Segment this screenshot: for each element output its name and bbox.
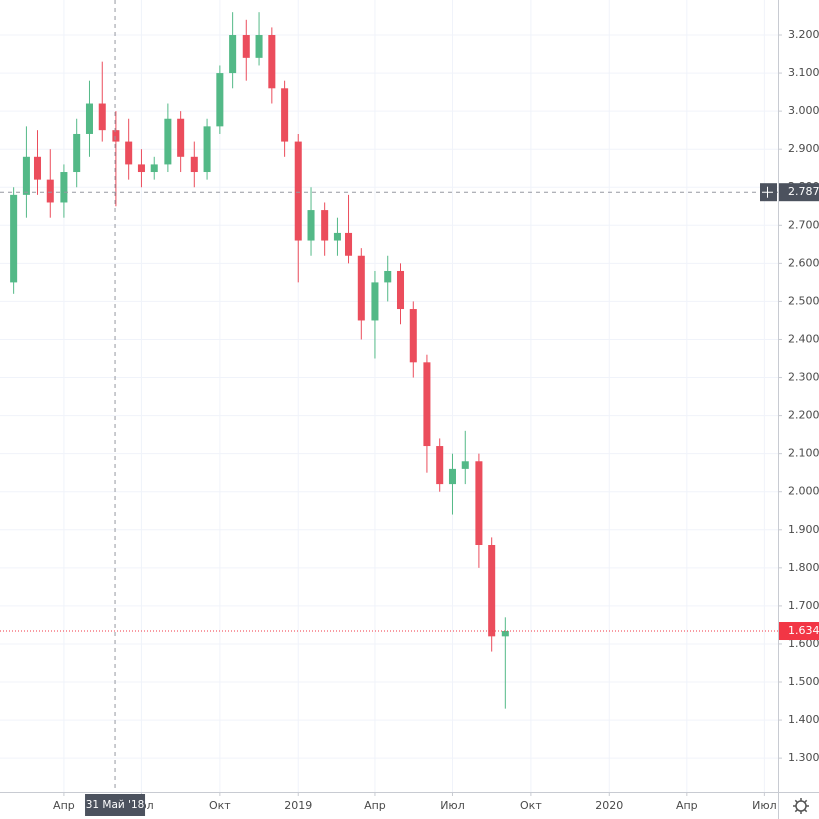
x-tick-label: Июл: [752, 799, 777, 812]
candle-body: [475, 461, 483, 545]
x-tick-label: Июл: [440, 799, 465, 812]
y-tick-label: 2.600: [788, 256, 819, 269]
y-tick-label: 2.000: [788, 485, 819, 498]
last-price-label: 1.634: [788, 624, 819, 637]
candle-body: [423, 362, 431, 447]
candle-body: [190, 156, 198, 173]
crosshair-plus: [762, 186, 773, 198]
candle-body: [396, 270, 405, 310]
candle-body: [384, 270, 392, 283]
y-tick-label: 1.700: [788, 599, 819, 612]
crosshair-date-box: [85, 794, 146, 816]
settings-icon[interactable]: [793, 798, 809, 814]
candle-body: [409, 309, 417, 363]
y-tick-label: 3.200: [788, 28, 819, 41]
candle-body: [321, 210, 329, 241]
candle-body: [333, 232, 341, 241]
candle-body: [448, 468, 456, 485]
y-tick-label: 2.500: [788, 294, 819, 307]
y-tick-label: 1.900: [788, 523, 819, 536]
candle-body: [60, 172, 68, 203]
candle-body: [371, 282, 379, 321]
y-tick-label: 2.900: [788, 142, 819, 155]
candle-body: [85, 103, 93, 134]
y-tick-label: 1.300: [788, 751, 819, 764]
y-tick-label: 2.300: [788, 371, 819, 384]
y-tick-label: 2.100: [788, 447, 819, 460]
candle-body: [137, 164, 145, 173]
candle-body: [177, 118, 185, 157]
crosshair-date-label: 31 Май '18: [86, 799, 145, 811]
candle-body: [164, 118, 172, 165]
x-tick-label: 2020: [595, 799, 623, 812]
x-tick-label: Апр: [364, 799, 386, 812]
y-tick-label: 1.600: [788, 637, 819, 650]
crosshair-price-box: [779, 183, 819, 202]
crosshair-price-label: 2.787: [788, 185, 819, 198]
x-tick-label: Окт: [209, 799, 231, 812]
candle-body: [501, 631, 509, 637]
y-tick-label: 2.700: [788, 218, 819, 231]
y-tick-label: 1.500: [788, 675, 819, 688]
last-price-box: [779, 622, 819, 641]
candle-body: [357, 255, 365, 321]
candle-body: [307, 210, 315, 241]
x-tick-label: Окт: [520, 799, 542, 812]
candle-body: [33, 156, 42, 180]
y-tick-label: 3.000: [788, 104, 819, 117]
x-tick-label: 2019: [284, 799, 312, 812]
plot: [10, 12, 509, 709]
candle-body: [461, 461, 469, 469]
candle-body: [46, 179, 54, 203]
candle-body: [281, 88, 289, 142]
y-tick-label: 2.400: [788, 332, 819, 345]
candle-body: [125, 141, 133, 165]
candle-body: [98, 103, 106, 131]
y-tick-label: 1.400: [788, 713, 819, 726]
candle-body: [436, 446, 444, 485]
candle-body: [294, 141, 302, 241]
candle-body: [112, 130, 120, 142]
candle-body: [73, 133, 81, 173]
candle-body: [229, 35, 237, 74]
candle-body: [22, 156, 30, 195]
candle-body: [203, 126, 211, 173]
candle-body: [150, 164, 158, 173]
candle-body: [488, 544, 496, 637]
candle-body: [345, 232, 353, 256]
candle-body: [268, 35, 276, 89]
x-tick-label: Апр: [676, 799, 698, 812]
candle-body: [255, 35, 263, 58]
candle-body: [216, 73, 224, 127]
y-tick-label: 3.100: [788, 66, 819, 79]
candle-body: [242, 35, 250, 58]
x-tick-label: Апр: [53, 799, 75, 812]
y-tick-label: 2.200: [788, 409, 819, 422]
candle-body: [10, 194, 18, 283]
y-tick-label: 1.800: [788, 561, 819, 574]
